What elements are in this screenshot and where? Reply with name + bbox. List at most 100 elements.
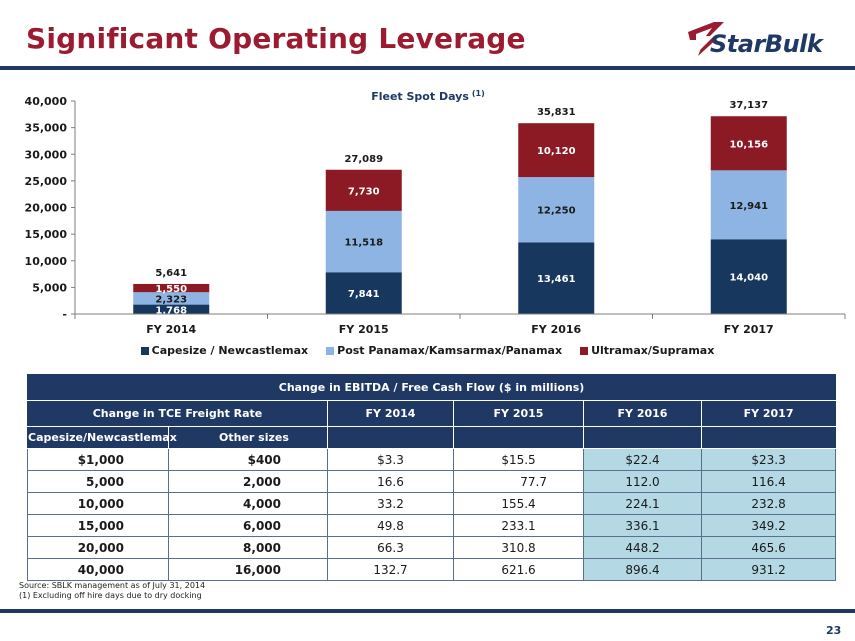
table-title: Change in EBITDA / Free Cash Flow ($ in … <box>26 374 837 401</box>
legend-swatch-panamax <box>326 346 335 355</box>
cell-fy2016: 448.2 <box>583 536 702 559</box>
page-number: 23 <box>826 624 842 637</box>
cell-fy2015: 155.4 <box>453 492 584 515</box>
cell-capesize: $1,000 <box>27 448 169 471</box>
cell-fy2015: 310.8 <box>453 536 584 559</box>
cell-fy2017: 232.8 <box>700 492 837 515</box>
cell-fy2014: 49.8 <box>327 514 454 537</box>
cell-other: $400 <box>168 448 328 471</box>
legend-item-panamax: Post Panamax/Kamsarmax/Panamax <box>326 344 562 357</box>
y-tick-label: 20,000 <box>25 202 68 215</box>
cell-fy2015: 233.1 <box>453 514 584 537</box>
cell-fy2014: $3.3 <box>327 448 454 471</box>
y-tick-label: 15,000 <box>25 228 68 241</box>
x-axis: FY 2014 FY 2015 FY 2016 FY 2017 <box>74 313 846 336</box>
bar-segment <box>710 239 787 314</box>
x-tick-label: FY 2014 <box>146 323 196 336</box>
legend-label-capesize: Capesize / Newcastlemax <box>151 344 309 357</box>
cell-fy2016: 896.4 <box>583 558 702 581</box>
data-label: 7,841 <box>348 289 380 300</box>
cell-fy2016: 224.1 <box>583 492 702 515</box>
subheader-blank <box>453 426 584 449</box>
table-row: 40,000 16,000 132.7 621.6 896.4 931.2 <box>27 558 837 581</box>
bar-segment <box>518 123 595 178</box>
y-tick-label: 40,000 <box>25 95 68 108</box>
legend-label-panamax: Post Panamax/Kamsarmax/Panamax <box>337 344 563 357</box>
y-tick-label: 25,000 <box>25 175 68 188</box>
subheader-blank <box>583 426 702 449</box>
starbulk-logo: StarBulk <box>686 14 836 60</box>
data-label: 10,156 <box>729 139 768 150</box>
bar-segment <box>518 177 595 243</box>
x-tick-label: FY 2016 <box>531 323 581 336</box>
cell-capesize: 20,000 <box>27 536 169 559</box>
table-header-row: Change in TCE Freight Rate FY 2014 FY 20… <box>27 400 837 427</box>
cell-other: 4,000 <box>168 492 328 515</box>
cell-fy2017: 931.2 <box>700 558 837 581</box>
data-label: 12,250 <box>537 206 576 217</box>
bar-segment <box>133 292 210 305</box>
table-row: 5,000 2,000 16.6 77.7 112.0 116.4 <box>27 470 837 493</box>
chart-title-text: Fleet Spot Days <box>371 90 469 103</box>
legend-label-ultramax: Ultramax/Supramax <box>591 344 715 357</box>
bar-segment <box>325 169 402 211</box>
data-label: 11,518 <box>344 238 383 249</box>
data-label: 2,323 <box>155 294 187 305</box>
cell-capesize: 40,000 <box>27 558 169 581</box>
cell-fy2017: $23.3 <box>700 448 837 471</box>
cell-fy2016: $22.4 <box>583 448 702 471</box>
logo-text: StarBulk <box>710 30 823 58</box>
year-header-2014: FY 2014 <box>327 400 454 427</box>
cell-fy2015: 77.7 <box>453 470 584 493</box>
chart-legend: Capesize / Newcastlemax Post Panamax/Kam… <box>0 344 855 357</box>
star-logo-icon <box>688 22 724 56</box>
total-label: 37,137 <box>729 100 768 111</box>
data-label: 7,730 <box>348 186 380 197</box>
rate-header: Change in TCE Freight Rate <box>27 400 328 427</box>
cell-fy2017: 116.4 <box>700 470 837 493</box>
y-tick-label: - <box>62 308 67 321</box>
data-label: 12,941 <box>729 201 768 212</box>
legend-swatch-ultramax <box>580 346 589 355</box>
subheader-blank <box>700 426 837 449</box>
table-row: $1,000 $400 $3.3 $15.5 $22.4 $23.3 <box>27 448 837 471</box>
year-header-2015: FY 2015 <box>453 400 584 427</box>
footnotes: Source: SBLK management as of July 31, 2… <box>19 581 205 601</box>
cell-fy2017: 465.6 <box>700 536 837 559</box>
legend-item-capesize: Capesize / Newcastlemax <box>140 344 309 357</box>
bar-segment <box>133 304 210 314</box>
subheader-other: Other sizes <box>168 426 328 449</box>
data-label: 14,040 <box>729 273 768 284</box>
chart-title: Fleet Spot Days (1) <box>371 89 485 103</box>
table-row: 20,000 8,000 66.3 310.8 448.2 465.6 <box>27 536 837 559</box>
year-header-2016: FY 2016 <box>583 400 702 427</box>
subheader-capesize: Capesize/Newcastlemax <box>27 426 177 449</box>
fleet-spot-days-chart: Fleet Spot Days (1) - 5,000 10,000 15,000 20,… <box>25 89 846 336</box>
bar-segment <box>710 116 787 171</box>
table-row: 10,000 4,000 33.2 155.4 224.1 232.8 <box>27 492 837 515</box>
chart-title-superscript: (1) <box>472 89 485 98</box>
cell-fy2015: 621.6 <box>453 558 584 581</box>
cell-capesize: 15,000 <box>27 514 169 537</box>
bar-segment <box>325 210 402 273</box>
cell-other: 16,000 <box>168 558 328 581</box>
cell-capesize: 5,000 <box>27 470 169 493</box>
data-label: 13,461 <box>537 274 576 285</box>
y-tick-label: 30,000 <box>25 148 68 161</box>
y-axis: - 5,000 10,000 15,000 20,000 25,000 30,000 35,0… <box>25 95 76 321</box>
cell-fy2017: 349.2 <box>700 514 837 537</box>
x-tick-label: FY 2017 <box>724 323 774 336</box>
ebitda-sensitivity-table: Change in EBITDA / Free Cash Flow ($ in … <box>26 374 837 581</box>
cell-other: 6,000 <box>168 514 328 537</box>
cell-fy2016: 336.1 <box>583 514 702 537</box>
table-row: 15,000 6,000 49.8 233.1 336.1 349.2 <box>27 514 837 537</box>
legend-item-ultramax: Ultramax/Supramax <box>580 344 714 357</box>
cell-fy2014: 33.2 <box>327 492 454 515</box>
data-label: 1,768 <box>155 305 187 316</box>
cell-fy2014: 16.6 <box>327 470 454 493</box>
bar-segment <box>518 242 595 314</box>
total-label: 35,831 <box>537 107 576 118</box>
source-note: Source: SBLK management as of July 31, 2… <box>19 581 206 590</box>
cell-fy2014: 66.3 <box>327 536 454 559</box>
